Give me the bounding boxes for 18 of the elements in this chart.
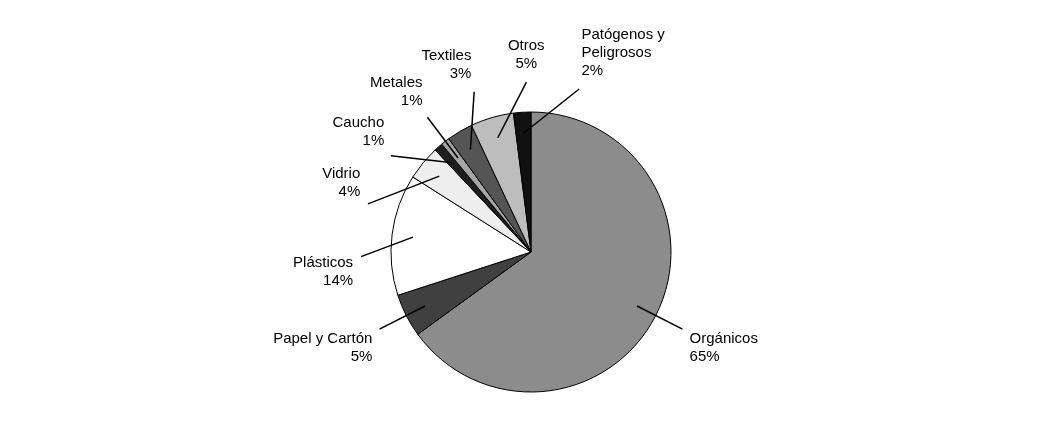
data-label: 2% bbox=[581, 61, 604, 79]
data-label: 1% bbox=[400, 90, 423, 108]
data-label: 14% bbox=[323, 270, 354, 288]
data-label: 4% bbox=[338, 181, 361, 199]
data-label: 1% bbox=[362, 131, 385, 149]
slice-label: Plásticos bbox=[293, 252, 354, 270]
data-label: 3% bbox=[449, 64, 472, 82]
slice-label: Vidrio bbox=[322, 163, 361, 181]
slice-label: Metales bbox=[370, 72, 423, 90]
slice-label: Textiles bbox=[421, 46, 472, 64]
data-label: 65% bbox=[689, 346, 720, 364]
data-label: 5% bbox=[515, 54, 538, 72]
slice-label: Orgánicos bbox=[689, 328, 758, 346]
slice-label: Otros bbox=[507, 36, 545, 54]
slice-label: Patógenos y Peligrosos bbox=[581, 25, 666, 61]
data-label: 5% bbox=[350, 346, 373, 364]
slice-label: Papel y Cartón bbox=[273, 328, 373, 346]
slice-label: Caucho bbox=[332, 113, 385, 131]
